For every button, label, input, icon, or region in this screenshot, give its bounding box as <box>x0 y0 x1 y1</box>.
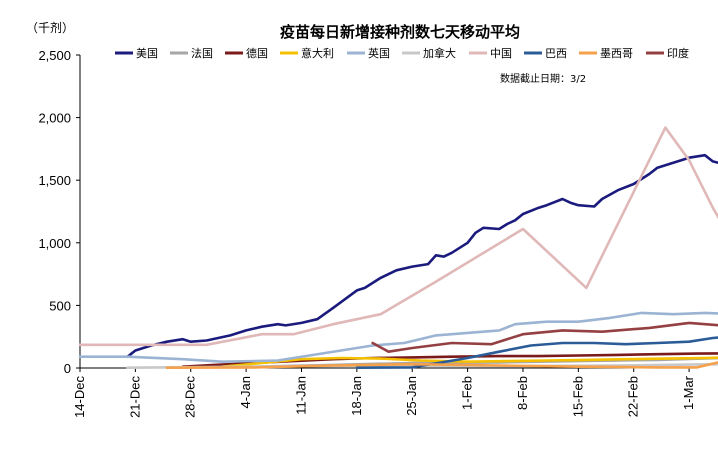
unit-label: （千剂） <box>26 20 74 35</box>
x-tick-label: 1-Feb <box>460 376 475 410</box>
series-line-9 <box>371 321 718 353</box>
legend-label: 英国 <box>368 46 390 60</box>
series-line-7 <box>355 336 718 369</box>
axes: 0 500 1,000 1,500 2,000 2,500 14-Dec 21-Dec 28-D… <box>38 48 697 418</box>
y-tick-label: 2,500 <box>38 48 71 63</box>
x-tick-label: 4-Jan <box>238 376 253 409</box>
x-tick-label: 18-Jan <box>349 376 364 416</box>
x-tick-label: 25-Jan <box>404 376 419 416</box>
legend-item-3: 意大利 <box>280 46 334 60</box>
series-line-6 <box>78 126 718 347</box>
x-tick-label: 14-Dec <box>72 376 87 418</box>
y-tick-label: 0 <box>64 361 71 376</box>
series-layer <box>78 126 718 369</box>
legend-label: 德国 <box>246 46 268 60</box>
legend-item-4: 英国 <box>347 46 390 60</box>
y-tick-label: 500 <box>49 298 71 313</box>
legend-label: 意大利 <box>301 46 334 60</box>
series-line-8 <box>165 361 718 369</box>
x-tick-label: 22-Feb <box>626 376 641 417</box>
x-tick-label: 15-Feb <box>570 376 585 417</box>
legend: 美国 法国 德国 意大利 英国 加拿大 中国 巴西 墨西哥 印度 <box>115 46 689 60</box>
series-line-3 <box>221 356 718 368</box>
legend-item-2: 德国 <box>225 46 268 60</box>
x-tick-label: 21-Dec <box>127 376 142 418</box>
y-tick-label: 1,500 <box>38 173 71 188</box>
legend-item-1: 法国 <box>170 46 213 60</box>
x-tick-label: 8-Feb <box>515 376 530 410</box>
legend-label: 法国 <box>191 46 213 60</box>
series-line-0 <box>126 153 718 358</box>
legend-label: 墨西哥 <box>600 47 633 60</box>
legend-label: 巴西 <box>545 47 567 60</box>
chart-title: 疫苗每日新增接种剂数七天移动平均 <box>280 23 520 41</box>
y-tick-label: 2,000 <box>38 111 71 126</box>
legend-item-8: 墨西哥 <box>579 47 633 60</box>
y-tick-label: 1,000 <box>38 236 71 251</box>
legend-item-7: 巴西 <box>524 47 567 60</box>
legend-item-6: 中国 <box>469 47 512 60</box>
legend-item-9: 印度 <box>646 46 689 60</box>
x-tick-label: 11-Jan <box>293 376 308 415</box>
legend-label: 美国 <box>136 47 158 60</box>
series-line-4 <box>78 311 718 363</box>
legend-label: 加拿大 <box>423 46 456 60</box>
legend-label: 中国 <box>490 47 512 60</box>
x-tick-label: 1-Mar <box>681 375 696 410</box>
legend-item-0: 美国 <box>115 47 158 60</box>
legend-item-5: 加拿大 <box>402 46 456 60</box>
legend-label: 印度 <box>667 46 689 60</box>
x-tick-label: 28-Dec <box>183 376 198 418</box>
data-cutoff-note: 数据截止日期：3/2 <box>500 72 586 85</box>
